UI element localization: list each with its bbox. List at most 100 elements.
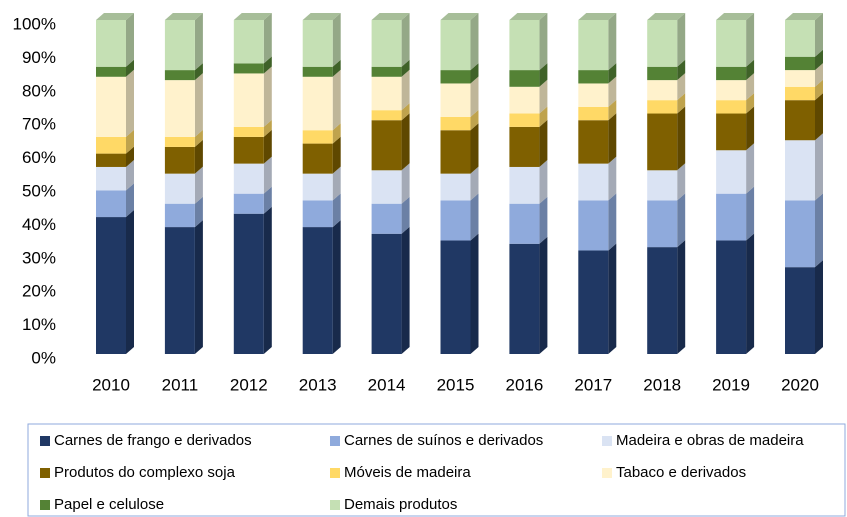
bar-front bbox=[647, 113, 678, 171]
bar-front bbox=[371, 120, 402, 171]
bar-side bbox=[677, 163, 686, 201]
bar-segment bbox=[371, 226, 410, 354]
bar-side bbox=[539, 79, 548, 114]
bar-front bbox=[647, 100, 678, 114]
bar-side bbox=[677, 193, 686, 248]
y-tick-label: 70% bbox=[22, 115, 56, 134]
bar-side bbox=[815, 49, 823, 71]
bar-segment bbox=[302, 123, 341, 144]
legend-label: Móveis de madeira bbox=[344, 464, 471, 481]
y-tick-label: 0% bbox=[31, 348, 56, 367]
bar-segment bbox=[509, 196, 548, 244]
bar-segment bbox=[164, 63, 203, 81]
bar-front bbox=[302, 143, 333, 174]
bar-side bbox=[677, 93, 686, 114]
bar-side bbox=[401, 69, 410, 111]
bar-front bbox=[233, 136, 264, 164]
bar-side bbox=[470, 109, 479, 131]
bar-segment bbox=[647, 73, 686, 101]
bar-side bbox=[263, 129, 272, 164]
bar-side bbox=[332, 166, 341, 201]
bar-segment bbox=[647, 106, 686, 171]
bar-side bbox=[815, 260, 823, 354]
bar-segment bbox=[509, 106, 548, 127]
legend-label: Tabaco e derivados bbox=[616, 464, 746, 481]
bar-front bbox=[578, 250, 609, 354]
legend-label: Carnes de suínos e derivados bbox=[344, 432, 543, 449]
bar-segment bbox=[716, 73, 755, 101]
bar-segment bbox=[785, 193, 823, 268]
bar-side bbox=[332, 136, 341, 174]
bar-front bbox=[164, 20, 195, 71]
bar-segment bbox=[716, 186, 755, 241]
bar-front bbox=[716, 100, 747, 114]
bar-side bbox=[470, 193, 479, 241]
bar-segment bbox=[785, 260, 823, 354]
legend-swatch bbox=[40, 468, 50, 478]
bar-side bbox=[126, 159, 134, 191]
legend-swatch bbox=[40, 436, 50, 446]
bar-segment bbox=[233, 186, 272, 214]
bar-segment bbox=[302, 69, 341, 131]
bar-front bbox=[578, 200, 609, 251]
bar-top bbox=[233, 13, 272, 20]
bar-front bbox=[96, 190, 126, 218]
y-tick-label: 90% bbox=[22, 48, 56, 67]
bar-segment bbox=[716, 13, 755, 67]
bar-segment bbox=[371, 196, 410, 234]
bar-segment bbox=[440, 63, 479, 84]
bar-segment bbox=[716, 59, 755, 81]
bar-front bbox=[233, 63, 264, 74]
bar-side bbox=[677, 13, 686, 67]
bar-segment bbox=[716, 233, 755, 354]
bar-front bbox=[509, 203, 540, 244]
legend-swatch bbox=[330, 468, 340, 478]
bar-front bbox=[164, 227, 195, 354]
y-tick-label: 80% bbox=[22, 81, 56, 100]
bar-front bbox=[96, 136, 126, 154]
bar-front bbox=[716, 113, 747, 151]
bar-side bbox=[815, 63, 823, 87]
bar-front bbox=[440, 116, 471, 131]
bar-segment bbox=[164, 13, 203, 71]
bar-side bbox=[126, 129, 134, 154]
bar-side bbox=[332, 193, 341, 228]
bar-front bbox=[440, 173, 471, 201]
x-tick-label: 2010 bbox=[92, 375, 130, 394]
bar-side bbox=[126, 69, 134, 137]
bar-front bbox=[440, 83, 471, 117]
bar-side bbox=[746, 143, 755, 194]
bar-front bbox=[509, 86, 540, 114]
bar-segment bbox=[785, 63, 823, 87]
bar-front bbox=[440, 70, 471, 84]
bar-segment bbox=[716, 143, 755, 194]
bar-segment bbox=[785, 49, 823, 71]
bar-front bbox=[302, 130, 333, 144]
bar-segment bbox=[302, 166, 341, 201]
bar-front bbox=[164, 70, 195, 81]
bar-side bbox=[677, 240, 686, 354]
bar-side bbox=[126, 13, 134, 67]
bar-front bbox=[647, 80, 678, 101]
bar-segment bbox=[371, 59, 410, 77]
bar-top bbox=[164, 13, 203, 20]
bar-segment bbox=[164, 196, 203, 228]
bar-side bbox=[539, 119, 548, 167]
bar-segment bbox=[647, 13, 686, 67]
bar-side bbox=[815, 193, 823, 268]
bar-front bbox=[164, 173, 195, 204]
bar-front bbox=[647, 20, 678, 67]
bar-side bbox=[539, 236, 548, 354]
bar-front bbox=[302, 173, 333, 201]
bar-segment bbox=[578, 99, 617, 121]
bar-side bbox=[401, 163, 410, 204]
bar-segment bbox=[578, 63, 617, 84]
bar-side bbox=[194, 220, 203, 354]
bar-segment bbox=[233, 56, 272, 74]
bar-side bbox=[746, 233, 755, 354]
bar-segment bbox=[233, 206, 272, 354]
bar-segment bbox=[302, 220, 341, 354]
bar-front bbox=[371, 76, 402, 111]
x-tick-label: 2015 bbox=[437, 375, 475, 394]
bar-front bbox=[371, 110, 402, 121]
